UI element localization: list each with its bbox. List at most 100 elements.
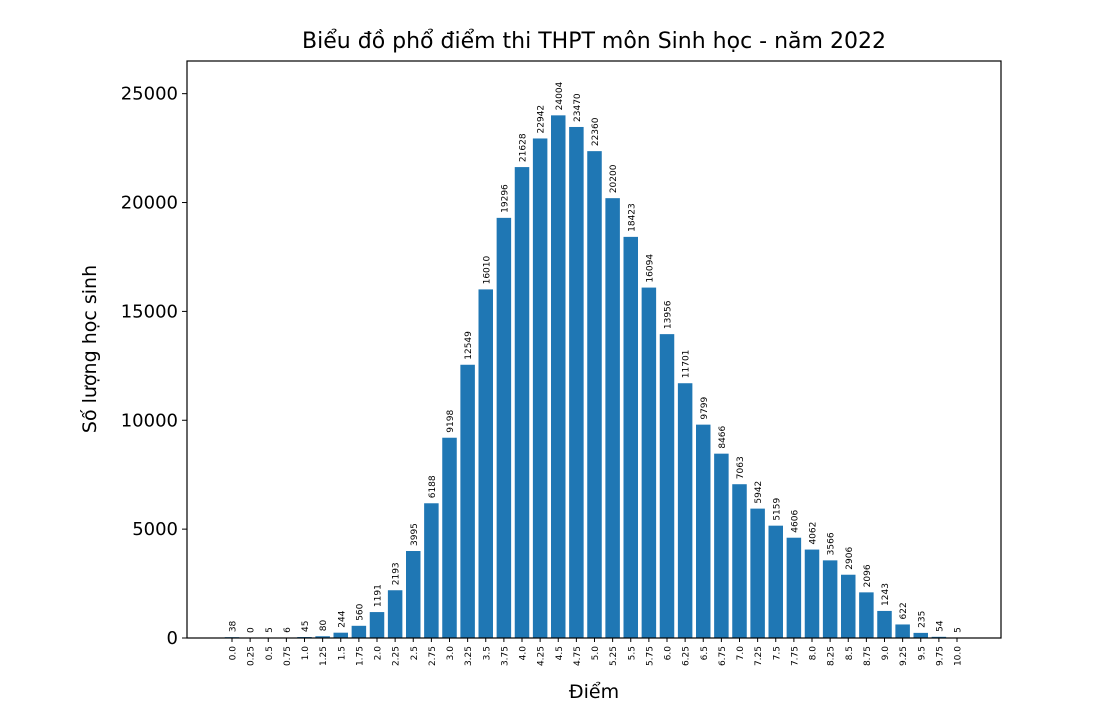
data-label-4.5: 24004 <box>555 81 565 110</box>
y-tick-label-15000: 15000 <box>121 301 178 322</box>
x-tick-label-2.0: 2.0 <box>374 646 384 661</box>
data-label-5.75: 16094 <box>645 254 655 283</box>
data-label-2.75: 6188 <box>428 475 438 498</box>
data-label-6.25: 11701 <box>682 350 692 379</box>
bar-8.75 <box>859 592 874 638</box>
data-label-5.25: 20200 <box>609 164 619 193</box>
x-tick-label-1.0: 1.0 <box>301 646 311 661</box>
x-tick-label-8.75: 8.75 <box>863 646 873 666</box>
data-label-4.75: 23470 <box>573 93 583 122</box>
x-tick-label-6.0: 6.0 <box>664 646 674 661</box>
x-tick-label-9.75: 9.75 <box>935 646 945 666</box>
x-tick-label-9.25: 9.25 <box>899 646 909 666</box>
bar-6.5 <box>696 424 711 638</box>
bar-4.25 <box>532 138 548 638</box>
data-label-1.25: 80 <box>319 620 329 632</box>
x-tick-label-3.5: 3.5 <box>482 646 492 660</box>
data-label-5.5: 18423 <box>627 203 637 232</box>
y-tick-label-25000: 25000 <box>121 84 178 105</box>
x-tick-label-10.0: 10.0 <box>954 646 964 666</box>
x-tick-label-6.5: 6.5 <box>700 646 710 660</box>
x-tick-label-7.25: 7.25 <box>754 646 764 666</box>
x-axis-label: Điểm <box>569 681 619 702</box>
x-tick-label-2.5: 2.5 <box>410 646 420 660</box>
data-label-3.25: 12549 <box>464 331 474 360</box>
data-labels-group: 38 0 5 6 45 80 244 560 1191 2193 3995 6188 9198 12549… <box>229 81 964 633</box>
data-label-8.0: 4062 <box>809 522 819 545</box>
x-tick-label-1.75: 1.75 <box>355 646 365 666</box>
data-label-5.0: 22360 <box>591 117 601 146</box>
bar-5.5 <box>623 236 638 638</box>
data-label-9.5: 235 <box>917 611 927 628</box>
bars-group <box>224 115 965 639</box>
x-tick-label-0.0: 0.0 <box>229 646 239 661</box>
x-tick-label-8.5: 8.5 <box>845 646 855 660</box>
bar-9.25 <box>895 624 910 638</box>
data-label-2.25: 2193 <box>392 562 402 585</box>
x-tick-label-9.0: 9.0 <box>881 646 891 661</box>
data-label-9.25: 622 <box>899 602 909 619</box>
data-label-7.25: 5942 <box>754 481 764 504</box>
bar-8.0 <box>804 549 820 638</box>
y-axis: 0 5000 10000 15000 20000 25000 <box>121 84 187 649</box>
data-label-3.0: 9198 <box>446 410 456 433</box>
data-label-9.75: 54 <box>935 620 945 632</box>
bar-6.75 <box>714 453 729 638</box>
y-axis-label: Số lượng học sinh <box>79 265 101 433</box>
chart-title: Biểu đồ phổ điểm thi THPT môn Sinh học -… <box>302 29 886 54</box>
data-label-7.75: 4606 <box>790 510 800 533</box>
bar-4.75 <box>569 126 584 638</box>
y-tick-label-20000: 20000 <box>121 193 178 214</box>
bar-9.0 <box>877 610 892 638</box>
bar-1.25 <box>315 636 330 638</box>
x-tick-label-5.75: 5.75 <box>645 646 655 666</box>
x-tick-label-1.25: 1.25 <box>319 646 329 666</box>
x-tick-label-1.5: 1.5 <box>337 646 347 660</box>
bar-1.5 <box>333 632 348 638</box>
bar-8.5 <box>841 574 856 638</box>
bar-3.25 <box>460 364 475 638</box>
bar-4.0 <box>514 167 530 638</box>
x-tick-label-6.75: 6.75 <box>718 646 728 666</box>
bar-5.0 <box>587 151 602 638</box>
y-tick-label-10000: 10000 <box>121 410 178 431</box>
bar-2.0 <box>369 612 385 638</box>
x-tick-label-9.5: 9.5 <box>917 646 927 660</box>
bar-5.25 <box>605 198 620 639</box>
bar-7.0 <box>732 484 747 638</box>
data-label-6.75: 8466 <box>718 425 728 448</box>
data-label-6.0: 13956 <box>664 300 674 329</box>
x-tick-label-0.5: 0.5 <box>265 646 275 660</box>
data-label-4.0: 21628 <box>519 133 529 162</box>
x-tick-label-5.25: 5.25 <box>609 646 619 666</box>
data-label-2.5: 3995 <box>410 523 420 546</box>
x-tick-label-6.25: 6.25 <box>682 646 692 666</box>
data-label-2.0: 1191 <box>374 584 384 607</box>
data-label-8.5: 2906 <box>845 547 855 570</box>
x-tick-label-5.5: 5.5 <box>627 646 637 660</box>
x-tick-label-4.5: 4.5 <box>555 646 565 660</box>
x-tick-label-0.75: 0.75 <box>283 646 293 666</box>
bar-3.5 <box>478 289 493 638</box>
bar-6.0 <box>659 334 675 638</box>
data-label-10.0: 5 <box>954 627 964 633</box>
x-axis: 0.0 0.25 0.5 0.75 1.0 1.25 1.5 1.75 2.0 2.25 2.5 2.… <box>229 638 964 666</box>
x-tick-label-7.0: 7.0 <box>736 646 746 661</box>
bar-9.5 <box>913 632 928 638</box>
bar-7.75 <box>786 537 802 638</box>
x-tick-label-4.25: 4.25 <box>537 646 547 666</box>
data-label-8.25: 3566 <box>827 532 837 555</box>
data-label-3.5: 16010 <box>482 255 492 284</box>
data-label-1.75: 560 <box>355 603 365 620</box>
x-tick-label-3.25: 3.25 <box>464 646 474 666</box>
x-tick-label-7.5: 7.5 <box>772 646 782 660</box>
data-label-3.75: 19296 <box>500 184 510 213</box>
data-label-9.0: 1243 <box>881 583 891 606</box>
bar-2.5 <box>406 551 421 638</box>
bar-7.5 <box>768 525 783 638</box>
bar-2.25 <box>387 590 403 638</box>
data-label-7.0: 7063 <box>736 456 746 479</box>
bar-2.75 <box>424 503 439 638</box>
bar-5.75 <box>641 287 657 638</box>
